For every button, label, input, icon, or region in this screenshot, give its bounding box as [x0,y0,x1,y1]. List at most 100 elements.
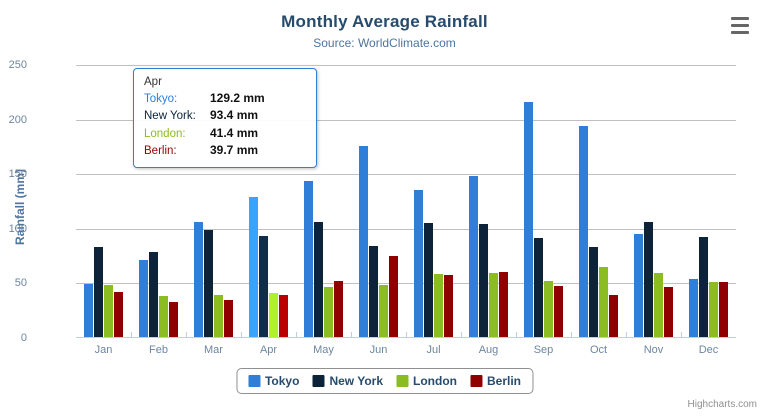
bar-group-mar[interactable] [186,65,241,338]
bar-berlin-feb[interactable] [169,301,178,338]
legend-label: New York [329,374,384,388]
bar-new-york-dec[interactable] [699,237,708,338]
bar-new-york-jul[interactable] [424,223,433,338]
bar-london-dec[interactable] [709,282,718,338]
bar-group-jul[interactable] [406,65,461,338]
tooltip-series-name: London: [144,127,186,140]
plot-area [76,65,736,338]
tooltip-series-value: 129.2 mm [210,91,265,105]
bar-group-apr[interactable] [241,65,296,338]
x-tick-label-oct: Oct [589,344,608,356]
bar-berlin-jul[interactable] [444,275,453,338]
gridline-150 [76,174,736,176]
bar-group-may[interactable] [296,65,351,338]
bar-group-dec[interactable] [681,65,736,338]
bar-london-may[interactable] [324,286,333,338]
tooltip: Apr Tokyo: 129.2 mm New York: 93.4 mm London… [133,68,317,168]
bar-new-york-feb[interactable] [149,251,158,338]
x-tick-label-feb: Feb [149,344,168,356]
bar-london-aug[interactable] [489,272,498,338]
legend: Tokyo New York London Berlin [235,368,534,394]
y-tick-label-0: 0 [20,332,27,344]
x-tick-label-sep: Sep [533,344,554,356]
bar-tokyo-jun[interactable] [359,145,368,338]
credits-link[interactable]: Highcharts.com [687,399,757,410]
bar-tokyo-apr[interactable] [249,196,258,338]
tooltip-series-value: 93.4 mm [210,108,259,123]
legend-item-london[interactable]: London [396,374,457,388]
bar-group-jan[interactable] [76,65,131,338]
bar-new-york-may[interactable] [314,222,323,338]
bar-london-jun[interactable] [379,285,388,338]
bar-new-york-aug[interactable] [479,224,488,338]
bar-tokyo-may[interactable] [304,180,313,338]
bar-london-feb[interactable] [159,295,168,338]
bar-new-york-jan[interactable] [94,246,103,338]
category-separator [681,332,682,338]
y-tick-label-100: 100 [8,222,27,235]
bar-new-york-sep[interactable] [534,238,543,338]
tooltip-row: Tokyo: 129.2 mm [144,91,307,106]
bar-berlin-jan[interactable] [114,291,123,338]
bar-london-jan[interactable] [104,284,113,338]
bar-london-apr[interactable] [269,292,278,338]
bar-group-jun[interactable] [351,65,406,338]
bar-group-feb[interactable] [131,65,186,338]
legend-label: Berlin [487,374,522,388]
x-tick-label-apr: Apr [259,344,278,356]
bar-new-york-jun[interactable] [369,245,378,338]
category-separator [406,332,407,338]
bar-new-york-apr[interactable] [259,236,268,338]
bar-tokyo-sep[interactable] [524,101,533,338]
bar-berlin-sep[interactable] [554,286,563,338]
x-tick-label-mar: Mar [204,344,223,356]
bar-group-oct[interactable] [571,65,626,338]
bar-tokyo-jul[interactable] [414,189,423,338]
bar-tokyo-jan[interactable] [84,283,93,338]
category-separator [571,332,572,338]
bar-group-nov[interactable] [626,65,681,338]
bar-berlin-apr[interactable] [279,294,288,338]
tooltip-series-name: Berlin: [144,145,177,158]
bar-group-aug[interactable] [461,65,516,338]
legend-item-tokyo[interactable]: Tokyo [247,374,300,388]
legend-item-berlin[interactable]: Berlin [470,374,521,388]
category-separator [351,332,352,338]
category-separator [186,332,187,338]
bar-tokyo-feb[interactable] [139,259,148,338]
bar-london-mar[interactable] [214,295,223,338]
bar-tokyo-aug[interactable] [469,175,478,338]
legend-label: Tokyo [264,374,300,388]
bar-new-york-nov[interactable] [644,221,653,338]
bar-berlin-oct[interactable] [609,295,618,338]
tooltip-series-name: Tokyo: [144,93,178,105]
bar-tokyo-dec[interactable] [689,278,698,338]
legend-item-new-york[interactable]: New York [312,374,383,388]
bar-berlin-mar[interactable] [224,300,233,338]
bar-london-nov[interactable] [654,273,663,338]
bar-berlin-dec[interactable] [719,282,728,338]
bar-new-york-mar[interactable] [204,230,213,338]
bar-berlin-nov[interactable] [664,286,673,338]
bar-london-jul[interactable] [434,273,443,338]
tooltip-series-name: New York: [144,110,196,123]
legend-swatch-icon [312,375,325,387]
bar-berlin-may[interactable] [334,280,343,338]
x-tick-label-nov: Nov [643,344,664,356]
bar-tokyo-nov[interactable] [634,233,643,338]
bar-tokyo-mar[interactable] [194,221,203,338]
y-tick-label-150: 150 [8,168,27,181]
bar-berlin-jun[interactable] [389,255,398,338]
category-separator [241,332,242,338]
bar-london-oct[interactable] [599,266,608,338]
hamburger-menu-icon[interactable] [727,14,753,36]
bar-tokyo-oct[interactable] [579,126,588,338]
bar-london-sep[interactable] [544,280,553,338]
category-separator [461,332,462,338]
category-separator [296,332,297,338]
x-tick-label-jun: Jun [369,344,388,356]
bar-berlin-aug[interactable] [499,272,508,338]
bar-new-york-oct[interactable] [589,246,598,338]
bar-group-sep[interactable] [516,65,571,338]
